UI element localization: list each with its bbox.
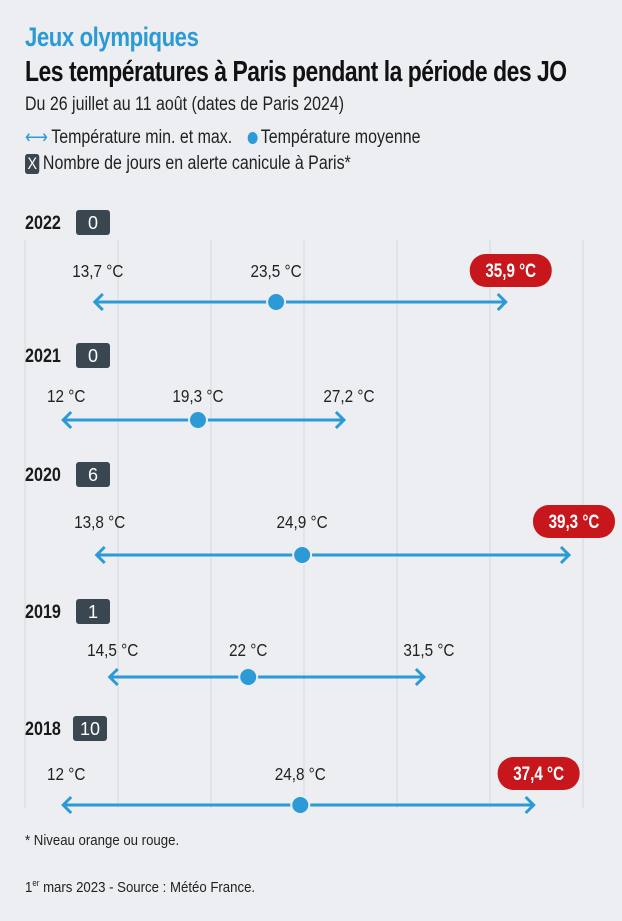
max-arrowhead bbox=[414, 667, 427, 687]
legend-alert-box: X bbox=[25, 154, 40, 174]
dot-icon bbox=[247, 131, 258, 144]
alert-days-count: 1 bbox=[88, 602, 98, 622]
min-label: 13,8 °C bbox=[74, 512, 125, 532]
legend-range-label: Température min. et max. bbox=[51, 126, 233, 148]
min-label: 12 °C bbox=[47, 764, 85, 784]
alert-days-badge bbox=[76, 343, 110, 368]
max-arrowhead bbox=[334, 410, 347, 430]
legend-row-1: ⟷ Température min. et max. Température m… bbox=[25, 126, 420, 149]
max-arrowhead bbox=[524, 795, 536, 815]
mean-dot bbox=[294, 547, 311, 563]
source-date-sup: er bbox=[32, 878, 40, 888]
min-label: 14,5 °C bbox=[87, 640, 138, 660]
max-alert-badge bbox=[497, 757, 580, 790]
legend-alert-label: Nombre de jours en alerte canicule à Par… bbox=[42, 153, 351, 174]
max-label: 27,2 °C bbox=[323, 386, 374, 406]
mean-label: 22 °C bbox=[229, 640, 267, 660]
mean-dot bbox=[292, 797, 309, 813]
min-arrowhead bbox=[61, 795, 73, 815]
alert-days-count: 0 bbox=[88, 346, 98, 366]
min-arrowhead bbox=[61, 410, 73, 430]
max-alert-badge bbox=[469, 254, 552, 287]
year-label: 2022 bbox=[25, 212, 61, 234]
chart-title: Les températures à Paris pendant la péri… bbox=[25, 56, 567, 88]
source-text: mars 2023 - Source : Météo France. bbox=[39, 879, 256, 896]
kicker: Jeux olympiques bbox=[25, 22, 199, 52]
min-label: 13,7 °C bbox=[72, 261, 123, 281]
alert-days-badge bbox=[73, 716, 107, 741]
max-arrowhead bbox=[559, 545, 572, 565]
alert-days-count: 10 bbox=[80, 719, 100, 739]
source-date-day: 1 bbox=[25, 879, 33, 896]
legend-mean-label: Température moyenne bbox=[260, 126, 421, 148]
mean-label: 19,3 °C bbox=[172, 386, 223, 406]
year-label: 2019 bbox=[25, 601, 61, 623]
legend-row-2: X Nombre de jours en alerte canicule à P… bbox=[25, 153, 351, 175]
alert-days-badge bbox=[76, 599, 110, 624]
min-arrowhead bbox=[107, 667, 119, 687]
max-arrowhead bbox=[496, 292, 508, 312]
row-2020: 2020 6 13,8 °C 24,9 °C 39,3 °C bbox=[25, 462, 615, 565]
min-arrowhead bbox=[94, 545, 106, 565]
max-label: 31,5 °C bbox=[403, 640, 454, 660]
alert-days-badge bbox=[76, 210, 110, 235]
alert-days-count: 6 bbox=[88, 465, 98, 485]
chart-subtitle: Du 26 juillet au 11 août (dates de Paris… bbox=[25, 94, 345, 115]
mean-dot bbox=[240, 669, 257, 685]
max-label: 37,4 °C bbox=[513, 762, 564, 784]
row-2021: 2021 012 °C 19,3 °C 27,2 °C bbox=[25, 343, 374, 430]
year-label: 2018 bbox=[25, 718, 61, 740]
source-line: 1er mars 2023 - Source : Météo France. bbox=[25, 878, 255, 896]
year-label: 2021 bbox=[25, 345, 61, 367]
mean-label: 24,8 °C bbox=[275, 764, 326, 784]
double-arrow-icon: ⟷ bbox=[25, 127, 48, 148]
mean-dot bbox=[268, 294, 285, 310]
min-arrowhead bbox=[92, 292, 104, 312]
max-alert-badge bbox=[532, 505, 615, 538]
alert-days-count: 0 bbox=[88, 213, 98, 233]
year-label: 2020 bbox=[25, 464, 61, 486]
row-2019: 2019 1 14,5 °C 22 °C 31,5 °C bbox=[25, 599, 454, 687]
row-2022: 2022 0 13,7 °C 23,5 °C 35,9 °C bbox=[25, 210, 552, 312]
max-label: 35,9 °C bbox=[485, 259, 536, 281]
min-label: 12 °C bbox=[47, 386, 85, 406]
alert-days-badge bbox=[76, 462, 110, 487]
max-label: 39,3 °C bbox=[549, 510, 600, 532]
mean-dot bbox=[189, 412, 206, 428]
mean-label: 23,5 °C bbox=[251, 261, 302, 281]
row-2018: 2018 10 12 °C 24,8 °C 37,4 °C bbox=[25, 716, 580, 815]
mean-label: 24,9 °C bbox=[277, 512, 328, 532]
footnote: * Niveau orange ou rouge. bbox=[25, 832, 180, 849]
